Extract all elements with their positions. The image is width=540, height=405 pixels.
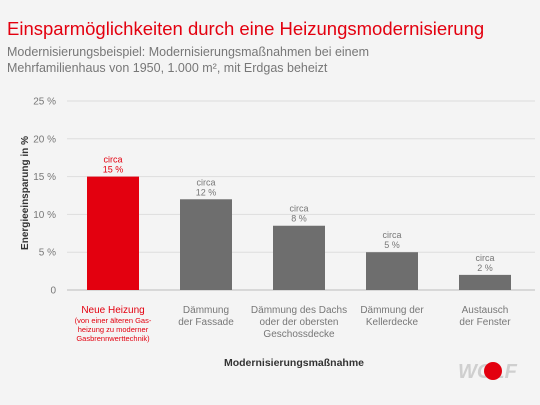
- category-label: Dämmung: [183, 305, 229, 316]
- category-label: Geschossdecke: [263, 329, 335, 340]
- category-label: Neue Heizung: [81, 305, 144, 316]
- bars: [87, 176, 511, 290]
- data-label-circa: circa: [289, 204, 308, 214]
- category-note: Gasbrennwerttechnik): [76, 334, 150, 343]
- y-axis-label: Energieeinsparung in %: [20, 136, 31, 250]
- category-note: (von einer älteren Gas-: [75, 316, 152, 325]
- data-label-value: 12 %: [196, 187, 217, 197]
- y-tick-label: 10 %: [33, 210, 56, 221]
- data-label-value: 8 %: [291, 214, 307, 224]
- wolf-logo: WOLF: [458, 361, 518, 383]
- data-label-value: 2 %: [477, 263, 493, 273]
- category-labels: Neue Heizung(von einer älteren Gas-heizu…: [75, 305, 512, 343]
- chart-title: Einsparmöglichkeiten durch eine Heizungs…: [7, 18, 485, 39]
- y-tick-label: 20 %: [33, 134, 56, 145]
- data-label-value: 5 %: [384, 240, 400, 250]
- category-label: der Fassade: [178, 317, 234, 328]
- data-label-value: 15 %: [103, 165, 124, 175]
- y-tick-label: 15 %: [33, 172, 56, 183]
- category-label: Dämmung des Dachs: [251, 305, 347, 316]
- data-label-circa: circa: [196, 177, 215, 187]
- category-label: Kellerdecke: [366, 317, 419, 328]
- bar: [180, 199, 232, 290]
- bar: [273, 225, 325, 290]
- wolf-logo-dot: [484, 362, 502, 380]
- y-tick-label: 25 %: [33, 97, 56, 108]
- category-note: heizung zu moderner: [78, 325, 149, 334]
- bar: [459, 274, 511, 290]
- bar: [87, 176, 139, 290]
- data-label-circa: circa: [475, 253, 494, 263]
- y-tick-label: 0: [50, 286, 56, 297]
- y-tick-labels: 0 5 % 10 % 15 % 20 % 25 %: [33, 97, 56, 297]
- category-label: Dämmung der: [360, 305, 424, 316]
- category-label: der Fenster: [459, 317, 511, 328]
- y-tick-label: 5 %: [39, 248, 56, 259]
- category-label: oder der obersten: [260, 317, 339, 328]
- x-axis-label: Modernisierungsmaßnahme: [224, 357, 364, 369]
- data-label-circa: circa: [103, 155, 122, 165]
- chart-subtitle: Modernisierungsbeispiel: Modernisierungs…: [7, 45, 369, 75]
- bar: [366, 252, 418, 290]
- data-label-circa: circa: [382, 230, 401, 240]
- category-label: Austausch: [462, 305, 509, 316]
